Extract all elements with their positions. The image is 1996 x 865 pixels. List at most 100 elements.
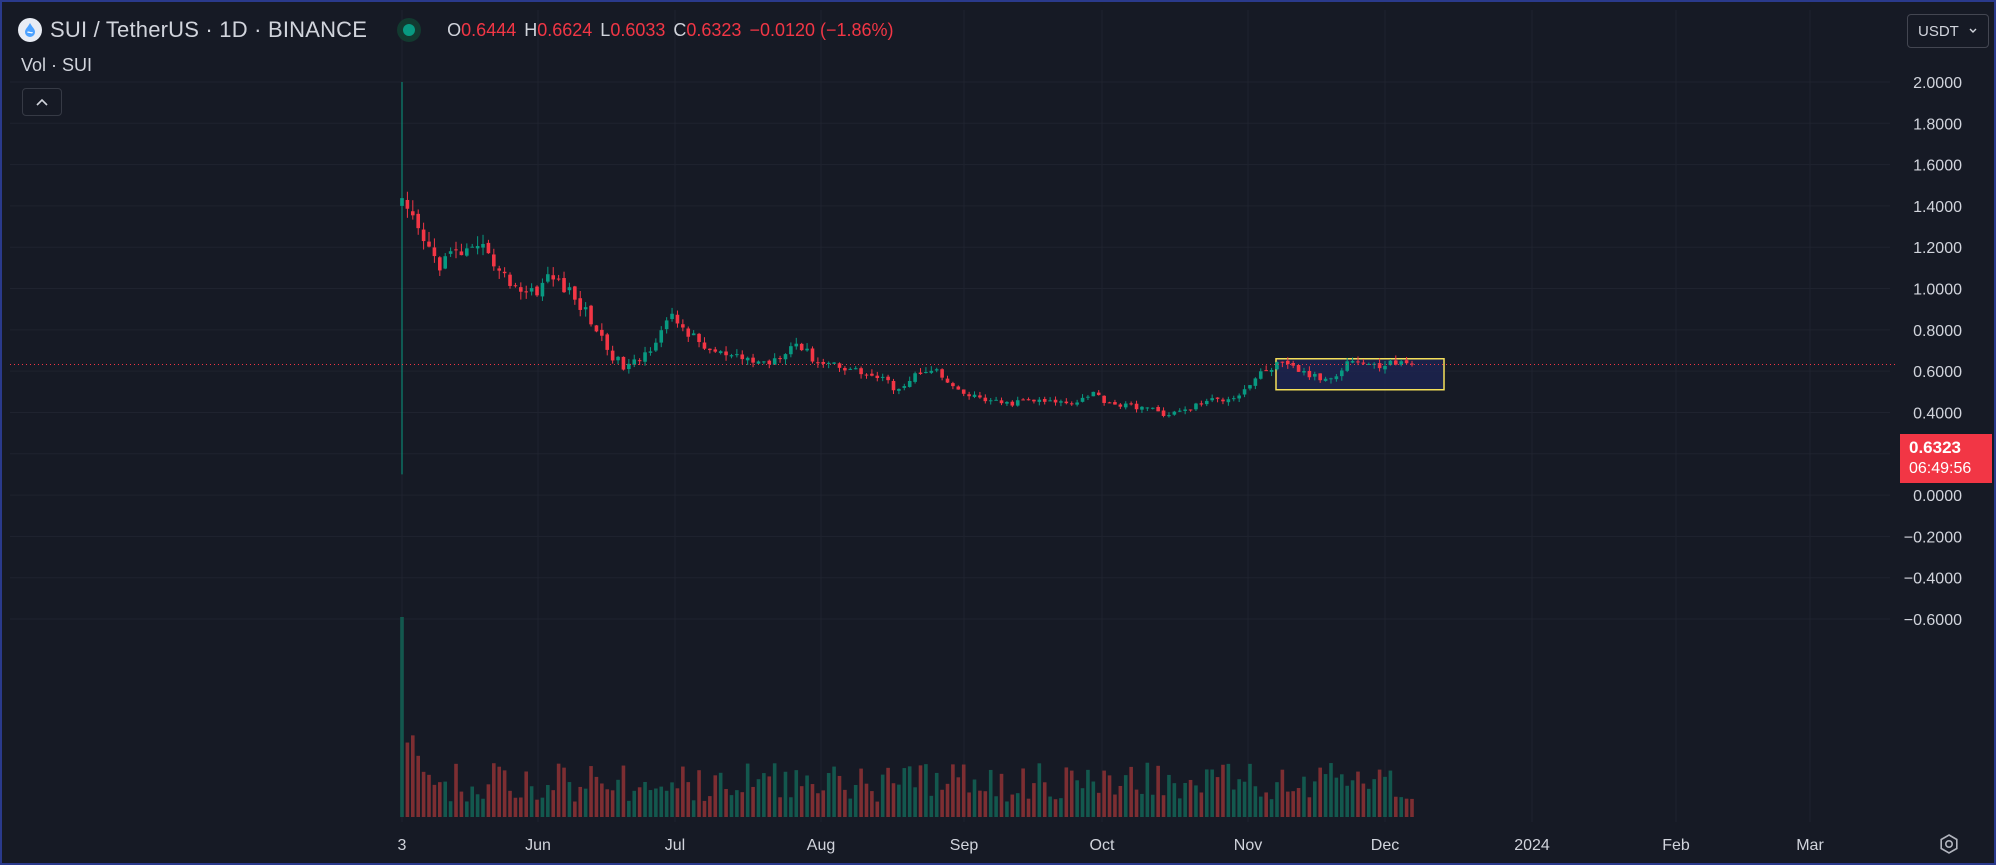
candle-body xyxy=(497,268,502,271)
volume-bar xyxy=(745,763,750,817)
volume-bar xyxy=(1188,779,1193,817)
volume-bar xyxy=(1156,765,1160,817)
volume-bar xyxy=(762,773,766,817)
chevron-up-icon xyxy=(36,98,48,106)
volume-bar xyxy=(551,790,556,817)
candle-body xyxy=(843,367,847,371)
candle-body xyxy=(546,274,550,282)
volume-bar xyxy=(1399,797,1403,817)
candle-body xyxy=(967,394,971,397)
candle-body xyxy=(675,314,680,324)
highlight-rectangle xyxy=(1275,358,1445,391)
candle-body xyxy=(988,400,993,402)
candle-body xyxy=(1285,360,1290,365)
candle-body xyxy=(1226,399,1231,403)
candle-body xyxy=(1102,395,1106,403)
chart-settings-button[interactable] xyxy=(1936,831,1962,857)
volume-bar xyxy=(870,791,874,817)
sui-logo-icon[interactable] xyxy=(18,18,42,42)
candle-body xyxy=(405,199,410,209)
candle-body xyxy=(654,342,658,351)
candle-body xyxy=(540,282,545,297)
candle-body xyxy=(616,356,620,361)
candle-body xyxy=(502,271,507,274)
candle-body xyxy=(465,248,469,256)
currency-selector[interactable]: USDT xyxy=(1907,14,1989,48)
volume-bar xyxy=(751,786,755,817)
candle-body xyxy=(1167,415,1171,417)
candle-body xyxy=(1404,360,1409,364)
candle-body xyxy=(1345,361,1349,371)
volume-bar xyxy=(508,790,512,817)
market-open-dot-icon xyxy=(397,18,422,42)
y-tick-label: −0.2000 xyxy=(1904,529,1962,546)
candle-body xyxy=(1172,411,1177,415)
volume-indicator-label[interactable]: Vol · SUI xyxy=(21,55,93,75)
candle-body xyxy=(1177,410,1182,412)
volume-bar xyxy=(772,763,777,817)
candle-body xyxy=(1156,406,1160,412)
candle-body xyxy=(1253,378,1258,386)
volume-bar xyxy=(1080,788,1085,817)
candle-body xyxy=(821,362,826,364)
candle-body xyxy=(427,241,431,247)
volume-bar xyxy=(1037,763,1042,817)
volume-bar xyxy=(1150,794,1155,817)
volume-bar xyxy=(1280,769,1285,817)
x-tick-label: 3 xyxy=(398,837,407,854)
volume-bar xyxy=(1086,769,1090,817)
volume-bar xyxy=(859,768,863,817)
candle-body xyxy=(778,358,782,360)
candle-body xyxy=(880,376,885,378)
y-tick-label: −0.4000 xyxy=(1904,571,1962,588)
y-tick-label: 0.6000 xyxy=(1913,364,1962,381)
candle-body xyxy=(1188,409,1193,411)
volume-bar xyxy=(1318,767,1322,817)
candle-body xyxy=(1366,364,1371,366)
volume-bar xyxy=(1410,798,1414,817)
volume-bar xyxy=(411,735,415,817)
volume-bar xyxy=(1334,777,1339,817)
candle-body xyxy=(1064,401,1069,404)
volume-bar xyxy=(1226,763,1231,817)
candle-body xyxy=(918,372,923,374)
volume-bar xyxy=(805,775,809,817)
volume-bar xyxy=(1048,796,1052,817)
collapse-legend-button[interactable] xyxy=(22,88,62,116)
candle-body xyxy=(1231,398,1236,400)
candle-body xyxy=(556,278,561,280)
volume-bar xyxy=(502,770,507,817)
price-axis[interactable]: 2.0000 1.8000 1.6000 1.4000 1.2000 1.0000 0.80… xyxy=(1904,75,1962,629)
time-axis[interactable]: 3 Jun Jul Aug Sep Oct Nov Dec 2024 Feb Mar xyxy=(398,837,1825,854)
volume-bar xyxy=(907,766,912,817)
volume-bar xyxy=(929,795,934,817)
volume-bar xyxy=(1366,788,1371,817)
candle-body xyxy=(1258,371,1263,379)
volume-bar xyxy=(540,797,545,817)
candle-body xyxy=(470,246,475,248)
candle-body xyxy=(1318,373,1322,381)
volume-bar xyxy=(1345,785,1349,817)
volume-bar xyxy=(416,755,421,817)
candle-body xyxy=(627,363,631,370)
volume-bar xyxy=(983,791,988,817)
volume-bar xyxy=(1129,766,1133,817)
volume-bar xyxy=(1134,789,1139,817)
volume-bar xyxy=(589,766,593,817)
volume-bar xyxy=(691,800,696,817)
candle-body xyxy=(864,374,869,376)
candle-body xyxy=(1410,363,1414,365)
volume-bar xyxy=(643,781,647,817)
candle-body xyxy=(897,388,901,391)
candle-body xyxy=(1032,399,1036,402)
volume-bar xyxy=(481,798,485,817)
candle-body xyxy=(1312,374,1317,377)
candle-body xyxy=(1307,370,1312,378)
candle-body xyxy=(562,278,566,293)
volume-bar xyxy=(675,788,680,817)
candle-body xyxy=(972,394,977,397)
candle-body xyxy=(1086,396,1090,398)
symbol-title[interactable]: SUI / TetherUS · 1D · BINANCE xyxy=(50,17,368,42)
candle-body xyxy=(1026,399,1031,401)
